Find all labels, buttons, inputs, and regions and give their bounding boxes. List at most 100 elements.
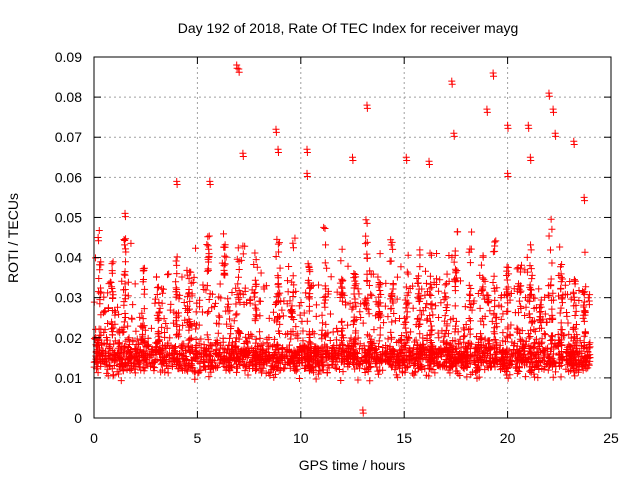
data-point [106,345,114,353]
data-point [198,308,206,316]
data-point [280,365,288,373]
data-point [352,348,360,356]
data-point [576,347,584,355]
data-point [567,295,575,303]
data-point [365,310,373,318]
data-point [533,350,541,358]
data-point [367,338,375,346]
data-point [279,344,287,352]
data-point [333,288,341,296]
data-point [384,335,392,343]
data-point [159,345,167,353]
data-point [388,318,396,326]
data-point [566,278,574,286]
data-point [480,353,488,361]
data-point [121,314,129,322]
data-point [204,242,212,250]
data-point [350,290,358,298]
data-point [399,356,407,364]
data-point [488,354,496,362]
data-point [272,128,280,136]
data-point [95,274,103,282]
data-point [408,369,416,377]
data-point [197,335,205,343]
data-point [120,343,128,351]
data-point [491,296,499,304]
data-point [406,353,414,361]
data-point [102,355,110,363]
data-point [491,303,499,311]
data-point [394,357,402,365]
data-point [503,276,511,284]
data-point [312,301,320,309]
data-point [111,311,119,319]
data-point [364,345,372,353]
data-point [279,312,287,320]
data-point [131,369,139,377]
data-point [387,328,395,336]
data-point [285,263,293,271]
data-point [237,357,245,365]
data-point [530,326,538,334]
data-point [175,295,183,303]
data-point [251,276,259,284]
data-point [456,356,464,364]
data-point [455,339,463,347]
data-point [250,289,258,297]
data-point [520,340,528,348]
data-point [452,267,460,275]
data-point [531,354,539,362]
data-point [334,328,342,336]
data-point [125,354,133,362]
data-point [447,316,455,324]
data-point [463,373,471,381]
data-point [214,363,222,371]
data-point [276,264,284,272]
data-point [135,348,143,356]
data-point [237,346,245,354]
data-point [197,353,205,361]
data-point [340,347,348,355]
data-point [515,368,523,376]
data-point [404,270,412,278]
data-point [220,230,228,238]
data-point [549,373,557,381]
data-point [425,160,433,168]
data-point [534,349,542,357]
data-point [491,363,499,371]
data-point [268,352,276,360]
data-point [581,329,589,337]
data-point [397,349,405,357]
data-point [519,356,527,364]
data-point [558,299,566,307]
data-point [139,315,147,323]
y-tick-label: 0.03 [55,290,82,306]
data-point [228,341,236,349]
data-point [155,299,163,307]
data-point [339,341,347,349]
data-point [187,361,195,369]
data-point [361,369,369,377]
data-point [575,352,583,360]
data-point [580,317,588,325]
data-point [427,365,435,373]
data-point [354,285,362,293]
data-point [148,359,156,367]
data-point [306,355,314,363]
data-point [338,277,346,285]
data-point [392,371,400,379]
data-point [299,327,307,335]
data-point [319,319,327,327]
data-point [192,325,200,333]
data-point [485,346,493,354]
data-point [478,334,486,342]
data-point [451,337,459,345]
data-point [422,279,430,287]
data-point [586,357,594,365]
data-point [158,299,166,307]
data-point [427,342,435,350]
data-point [115,350,123,358]
data-point [403,268,411,276]
data-point [305,338,313,346]
data-point [540,330,548,338]
